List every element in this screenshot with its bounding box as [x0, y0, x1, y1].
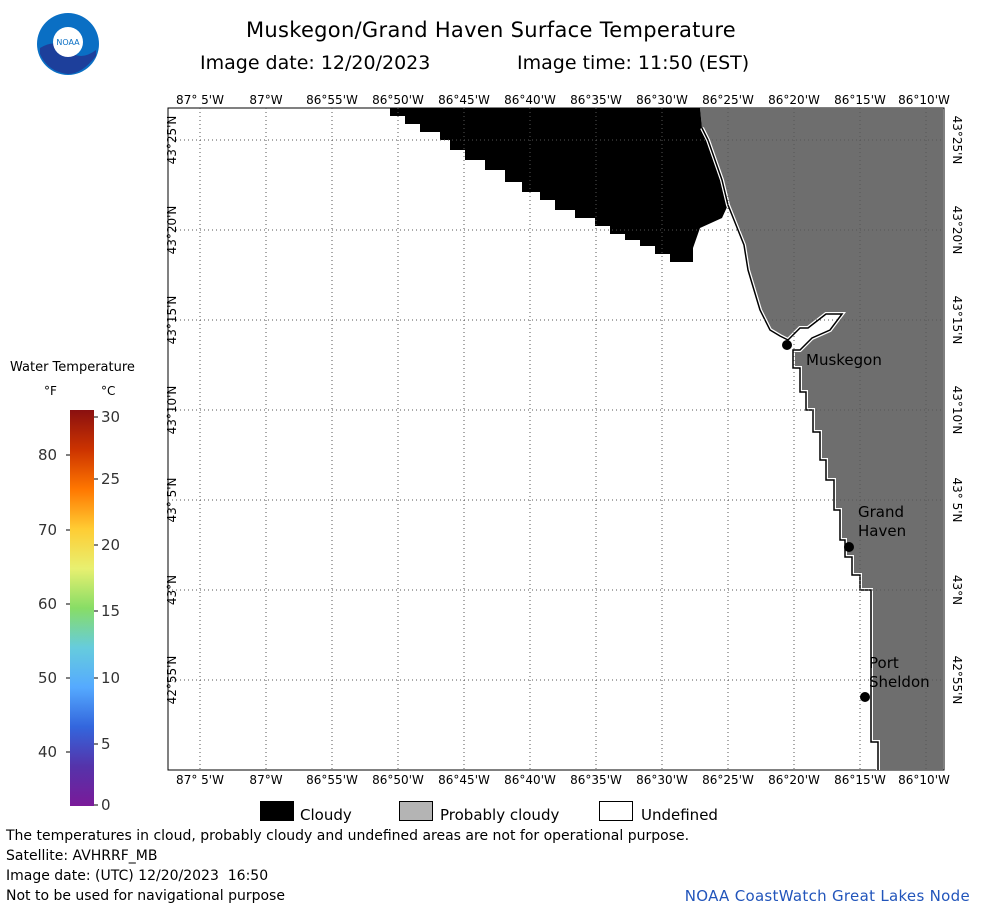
- city-label-grand-haven: Grand Haven: [858, 503, 906, 541]
- lon-label-top: 86°45'W: [438, 93, 490, 107]
- probably-cloudy-swatch: [399, 801, 433, 821]
- utc-date-note: Image date: (UTC) 12/20/2023 16:50: [6, 868, 269, 884]
- navigation-note: Not to be used for navigational purpose: [6, 888, 285, 904]
- f-tick: 80: [38, 446, 58, 464]
- lat-label-left: 43°N: [165, 574, 179, 606]
- cloudy-swatch: [260, 801, 294, 821]
- legend-title: Water Temperature: [10, 360, 135, 375]
- muskegon-marker: [782, 340, 792, 350]
- lon-label-bottom: 86°20'W: [768, 773, 820, 787]
- lat-label-right: 43° 5'N: [950, 477, 964, 523]
- f-tick: 50: [38, 669, 58, 687]
- lat-label-right: 43°N: [950, 574, 964, 606]
- unit-celsius: °C: [101, 384, 116, 398]
- lon-label-top: 86°50'W: [372, 93, 424, 107]
- credit-link[interactable]: NOAA CoastWatch Great Lakes Node: [684, 887, 970, 905]
- city-label-port-sheldon: Port Sheldon: [869, 654, 930, 692]
- lon-label-top: 86°10'W: [898, 93, 950, 107]
- c-tick: 15: [101, 602, 121, 620]
- lon-label-bottom: 87°W: [249, 773, 283, 787]
- lat-label-left: 43°10'N: [165, 385, 179, 435]
- lat-label-left: 43° 5'N: [165, 477, 179, 523]
- grand-haven-marker: [844, 542, 854, 552]
- lat-label-left: 43°25'N: [165, 115, 179, 165]
- lon-label-bottom: 86°10'W: [898, 773, 950, 787]
- cloudy-key-label: Cloudy: [300, 806, 352, 824]
- c-tick: 20: [101, 536, 121, 554]
- lon-label-top: 86°55'W: [306, 93, 358, 107]
- lon-label-top: 86°20'W: [768, 93, 820, 107]
- city-label-line: Sheldon: [869, 673, 930, 691]
- lon-label-bottom: 86°55'W: [306, 773, 358, 787]
- image-time: Image time: 11:50 (EST): [517, 52, 750, 74]
- satellite-note: Satellite: AVHRRF_MB: [6, 848, 158, 864]
- lat-label-right: 43°10'N: [950, 385, 964, 435]
- probably-cloudy-key-label: Probably cloudy: [440, 806, 560, 824]
- c-tick: 0: [101, 796, 111, 814]
- cloudy-region: [390, 108, 728, 262]
- c-tick: 30: [101, 408, 121, 426]
- lat-label-right: 42°55'N: [950, 655, 964, 705]
- lon-label-top: 86°30'W: [636, 93, 688, 107]
- f-tick: 70: [38, 521, 58, 539]
- lon-label-top: 86°15'W: [834, 93, 886, 107]
- c-tick: 25: [101, 470, 121, 488]
- c-tick: 5: [101, 735, 111, 753]
- lon-label-top: 87° 5'W: [176, 93, 224, 107]
- undefined-swatch: [599, 801, 633, 821]
- map-title: Muskegon/Grand Haven Surface Temperature: [245, 18, 737, 42]
- lon-label-top: 86°40'W: [504, 93, 556, 107]
- city-label-line: Haven: [858, 522, 907, 540]
- city-label-line: Port: [869, 654, 899, 672]
- lon-label-bottom: 86°25'W: [702, 773, 754, 787]
- lat-label-left: 43°15'N: [165, 295, 179, 345]
- port-sheldon-marker: [860, 692, 870, 702]
- unit-fahrenheit: °F: [44, 384, 57, 398]
- lon-label-top: 86°25'W: [702, 93, 754, 107]
- lon-label-bottom: 86°30'W: [636, 773, 688, 787]
- temperature-colorbar: [70, 410, 94, 806]
- undefined-key-label: Undefined: [641, 806, 718, 824]
- city-label-muskegon: Muskegon: [806, 351, 882, 369]
- svg-text:NOAA: NOAA: [56, 38, 80, 47]
- noaa-logo-icon: NOAA: [36, 12, 100, 76]
- lat-label-left: 42°55'N: [165, 655, 179, 705]
- lon-label-top: 87°W: [249, 93, 283, 107]
- lon-label-bottom: 86°35'W: [570, 773, 622, 787]
- lat-label-right: 43°15'N: [950, 295, 964, 345]
- lon-label-bottom: 86°15'W: [834, 773, 886, 787]
- f-tick: 40: [38, 743, 58, 761]
- lon-label-bottom: 86°50'W: [372, 773, 424, 787]
- lon-label-bottom: 86°45'W: [438, 773, 490, 787]
- lat-label-right: 43°20'N: [950, 205, 964, 255]
- disclaimer-note: The temperatures in cloud, probably clou…: [6, 828, 690, 844]
- lat-label-right: 43°25'N: [950, 115, 964, 165]
- lon-label-top: 86°35'W: [570, 93, 622, 107]
- lon-label-bottom: 87° 5'W: [176, 773, 224, 787]
- lon-label-bottom: 86°40'W: [504, 773, 556, 787]
- f-tick: 60: [38, 595, 58, 613]
- image-date: Image date: 12/20/2023: [200, 52, 431, 74]
- lat-label-left: 43°20'N: [165, 205, 179, 255]
- c-tick: 10: [101, 669, 121, 687]
- city-label-line: Grand: [858, 503, 905, 521]
